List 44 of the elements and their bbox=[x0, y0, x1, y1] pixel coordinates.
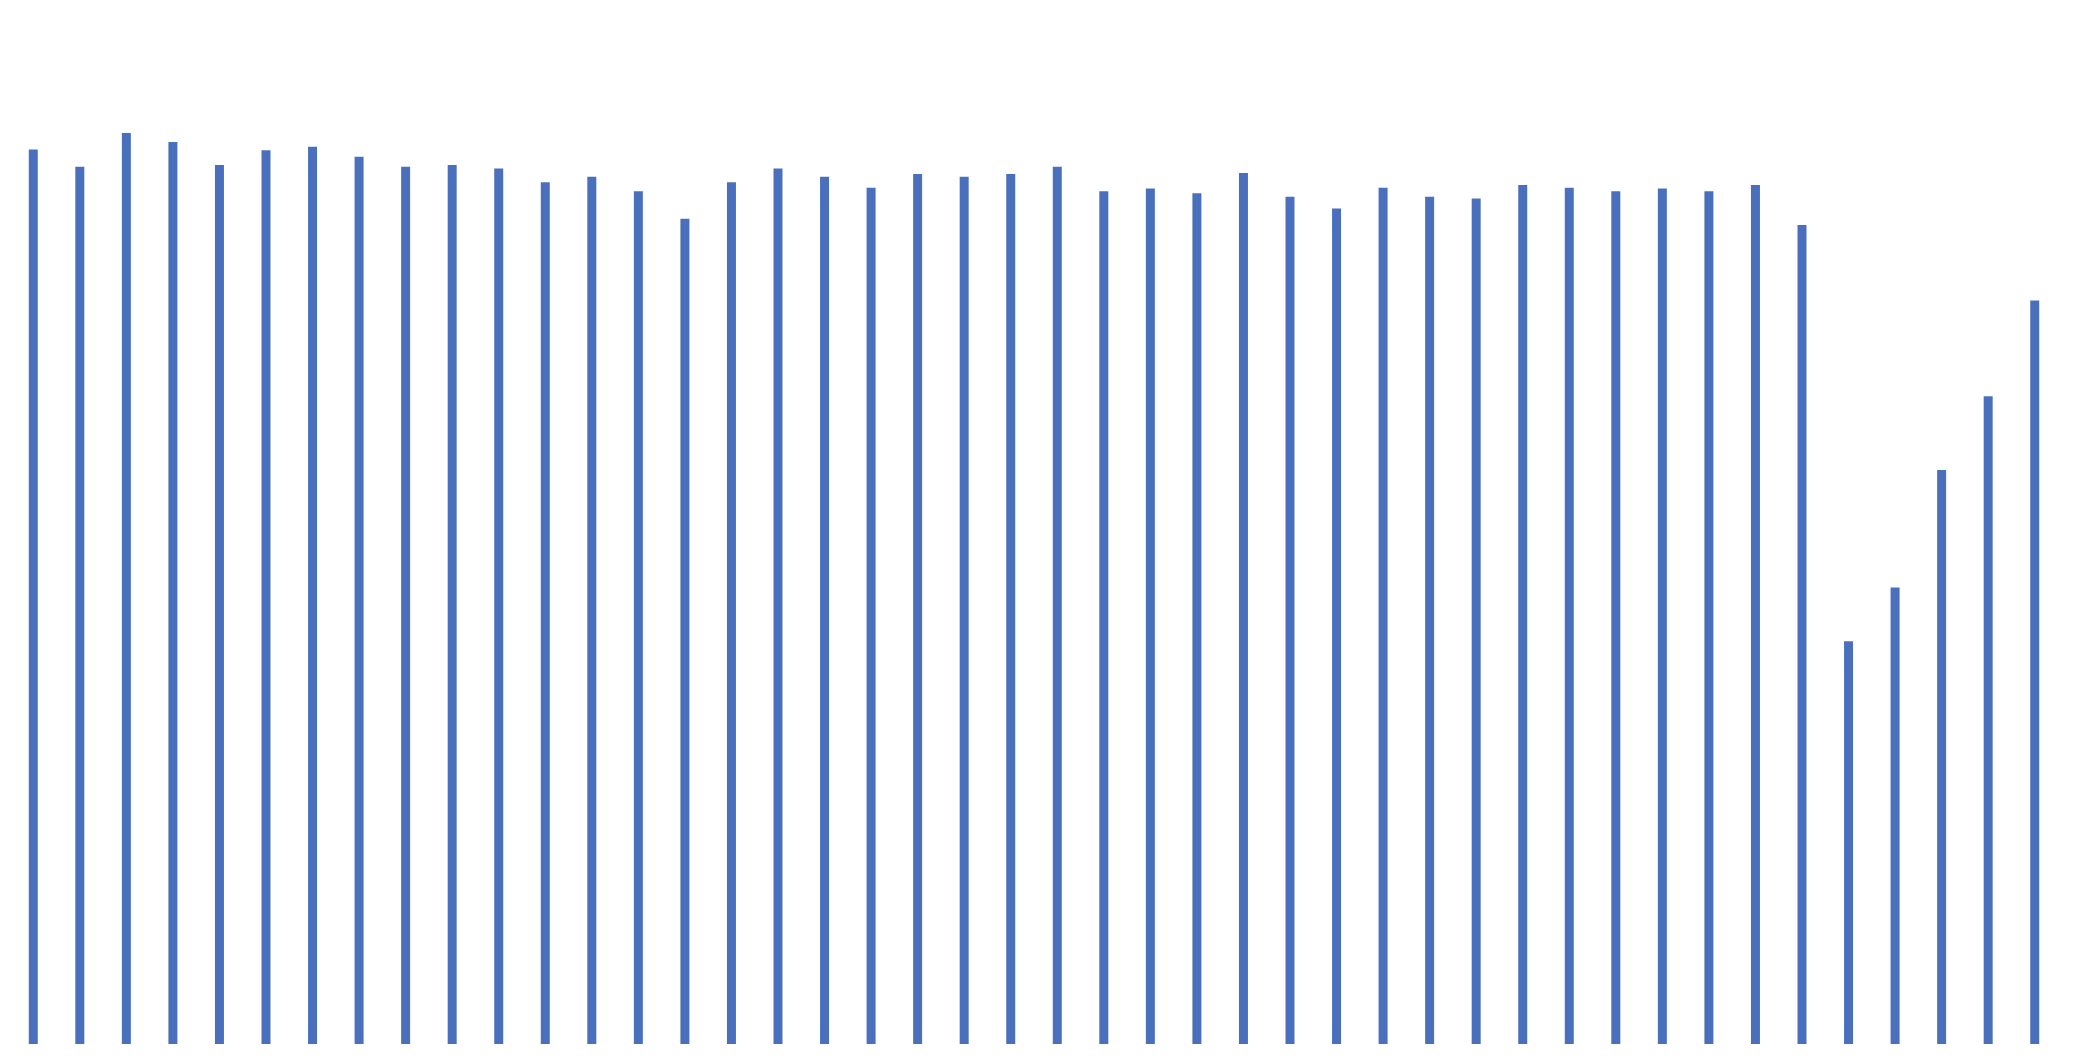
bar bbox=[354, 156, 364, 1044]
bar bbox=[1704, 191, 1714, 1044]
bar bbox=[913, 174, 923, 1044]
bar bbox=[1099, 191, 1109, 1044]
bar bbox=[1844, 641, 1854, 1044]
bar bbox=[866, 187, 876, 1044]
bar bbox=[726, 182, 736, 1044]
bar bbox=[1657, 188, 1667, 1044]
bar bbox=[261, 150, 271, 1044]
bar bbox=[1750, 184, 1760, 1044]
bar bbox=[1332, 208, 1342, 1044]
bar bbox=[1890, 587, 1900, 1044]
bar bbox=[2030, 300, 2040, 1044]
bar bbox=[447, 164, 457, 1044]
bar bbox=[1052, 166, 1062, 1044]
bar bbox=[1192, 193, 1202, 1044]
bar bbox=[1285, 196, 1295, 1044]
bar bbox=[773, 168, 783, 1044]
bar bbox=[1983, 396, 1993, 1044]
bar bbox=[214, 164, 224, 1044]
bar bbox=[1797, 225, 1807, 1044]
bar bbox=[401, 166, 411, 1044]
bar bbox=[1238, 173, 1248, 1044]
bar bbox=[633, 191, 643, 1044]
bar bbox=[1611, 191, 1621, 1044]
bar bbox=[1425, 196, 1435, 1044]
bar bbox=[1937, 470, 1947, 1044]
bar bbox=[308, 146, 318, 1044]
bar bbox=[1564, 187, 1574, 1044]
bar bbox=[1145, 188, 1155, 1044]
bar bbox=[1518, 184, 1528, 1044]
bar bbox=[168, 142, 178, 1044]
bar bbox=[1378, 187, 1388, 1044]
bar bbox=[121, 133, 131, 1044]
bar bbox=[820, 176, 830, 1044]
bar bbox=[75, 166, 85, 1044]
bar bbox=[1471, 198, 1481, 1044]
bar bbox=[959, 176, 969, 1044]
bar bbox=[587, 176, 597, 1044]
bar bbox=[494, 168, 504, 1044]
bar bbox=[1006, 174, 1016, 1044]
bar bbox=[28, 149, 38, 1044]
bar bbox=[680, 218, 690, 1044]
bar bbox=[540, 182, 550, 1044]
